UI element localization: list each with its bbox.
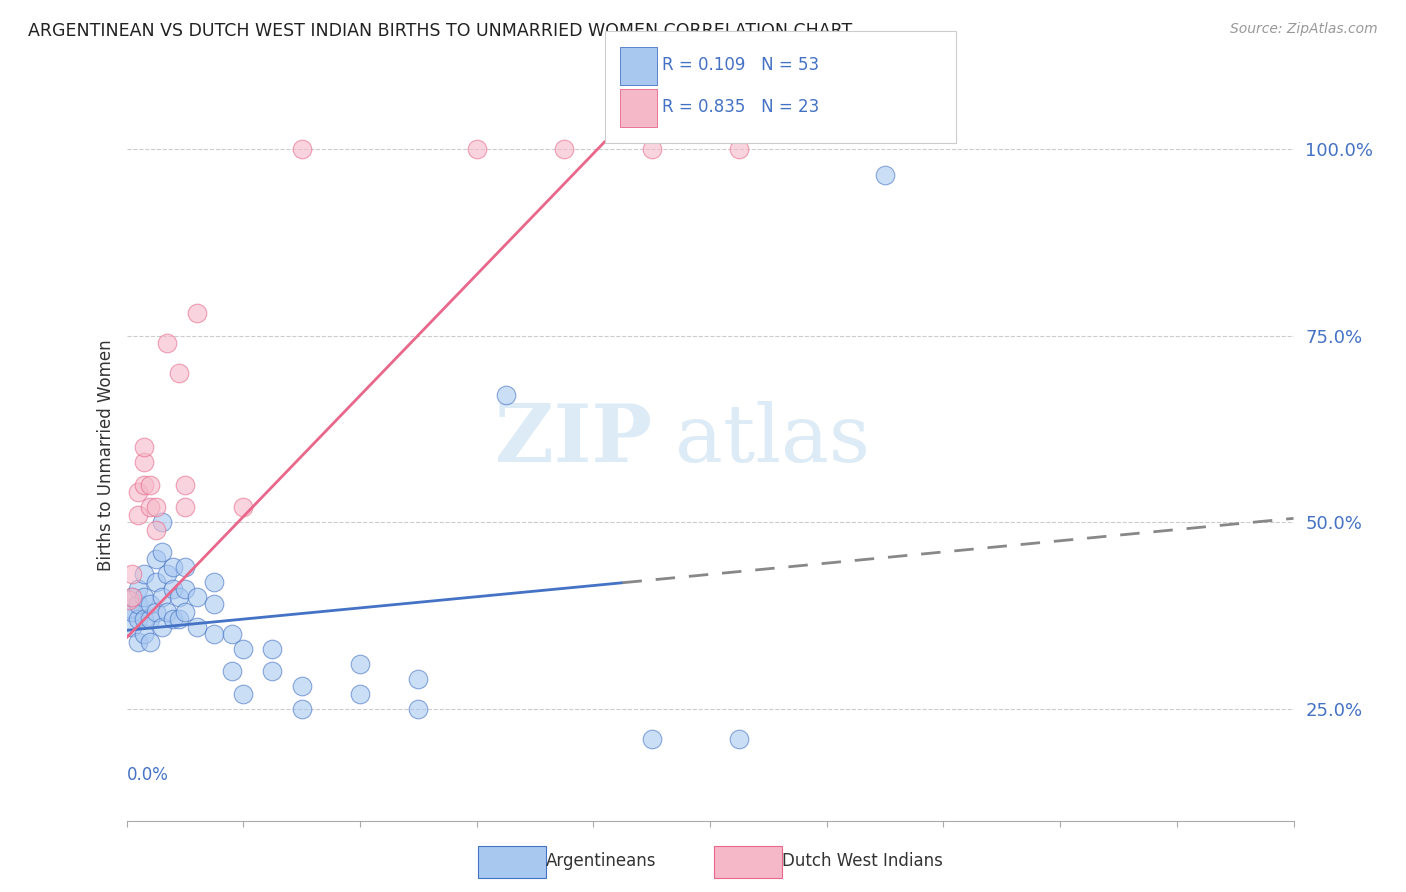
- Point: [202, 597, 225, 611]
- FancyBboxPatch shape: [714, 847, 782, 878]
- Point: [150, 545, 173, 559]
- Point: [121, 590, 143, 604]
- Point: [139, 477, 162, 491]
- Point: [121, 605, 143, 619]
- Text: Dutch West Indians: Dutch West Indians: [782, 852, 942, 870]
- Point: [167, 612, 190, 626]
- Point: [408, 701, 430, 715]
- Point: [349, 687, 371, 701]
- FancyBboxPatch shape: [478, 847, 546, 878]
- Point: [349, 657, 371, 671]
- Point: [232, 500, 254, 515]
- Point: [174, 500, 197, 515]
- Text: ZIP: ZIP: [495, 401, 652, 479]
- Point: [290, 142, 312, 156]
- Y-axis label: Births to Unmarried Women: Births to Unmarried Women: [97, 339, 115, 571]
- Point: [127, 485, 149, 500]
- Point: [174, 582, 197, 597]
- Point: [221, 627, 243, 641]
- Point: [150, 515, 173, 529]
- Point: [202, 627, 225, 641]
- Point: [139, 500, 162, 515]
- Point: [167, 590, 190, 604]
- Text: Argentineans: Argentineans: [546, 852, 657, 870]
- Point: [132, 477, 155, 491]
- Point: [127, 582, 149, 597]
- Point: [162, 612, 184, 626]
- Point: [186, 590, 208, 604]
- Point: [150, 619, 173, 633]
- Point: [553, 142, 575, 156]
- Point: [728, 731, 751, 746]
- Point: [162, 582, 184, 597]
- Point: [132, 590, 155, 604]
- Point: [408, 672, 430, 686]
- Point: [132, 567, 155, 582]
- Point: [186, 619, 208, 633]
- Point: [139, 597, 162, 611]
- Text: ARGENTINEAN VS DUTCH WEST INDIAN BIRTHS TO UNMARRIED WOMEN CORRELATION CHART: ARGENTINEAN VS DUTCH WEST INDIAN BIRTHS …: [28, 22, 852, 40]
- Point: [121, 619, 143, 633]
- Point: [465, 142, 488, 156]
- Point: [139, 634, 162, 648]
- Point: [262, 665, 284, 679]
- Point: [118, 593, 141, 607]
- Point: [132, 612, 155, 626]
- Point: [156, 605, 179, 619]
- Point: [139, 612, 162, 626]
- Point: [640, 731, 664, 746]
- Point: [145, 605, 167, 619]
- Point: [156, 335, 179, 350]
- Point: [290, 679, 312, 693]
- Point: [132, 441, 155, 455]
- Point: [145, 552, 167, 566]
- Point: [232, 687, 254, 701]
- Text: Source: ZipAtlas.com: Source: ZipAtlas.com: [1230, 22, 1378, 37]
- Point: [290, 701, 312, 715]
- Point: [162, 560, 184, 574]
- Point: [145, 574, 167, 589]
- Point: [121, 567, 143, 582]
- Point: [875, 168, 897, 182]
- Text: R = 0.835   N = 23: R = 0.835 N = 23: [662, 98, 820, 116]
- Text: R = 0.109   N = 53: R = 0.109 N = 53: [662, 56, 820, 74]
- Point: [174, 605, 197, 619]
- Point: [121, 590, 143, 604]
- Point: [221, 665, 243, 679]
- Text: atlas: atlas: [675, 401, 870, 479]
- Point: [640, 142, 664, 156]
- Point: [127, 508, 149, 522]
- Point: [127, 597, 149, 611]
- Point: [174, 477, 197, 491]
- Point: [118, 601, 141, 615]
- Point: [495, 388, 517, 402]
- Point: [127, 634, 149, 648]
- Point: [145, 523, 167, 537]
- Point: [186, 306, 208, 320]
- Point: [132, 627, 155, 641]
- Point: [174, 560, 197, 574]
- Point: [728, 142, 751, 156]
- Point: [262, 642, 284, 657]
- Point: [132, 455, 155, 469]
- Point: [127, 612, 149, 626]
- Point: [232, 642, 254, 657]
- Point: [150, 590, 173, 604]
- Text: 0.0%: 0.0%: [127, 765, 169, 784]
- Point: [156, 567, 179, 582]
- Point: [202, 574, 225, 589]
- Point: [145, 500, 167, 515]
- Point: [167, 366, 190, 380]
